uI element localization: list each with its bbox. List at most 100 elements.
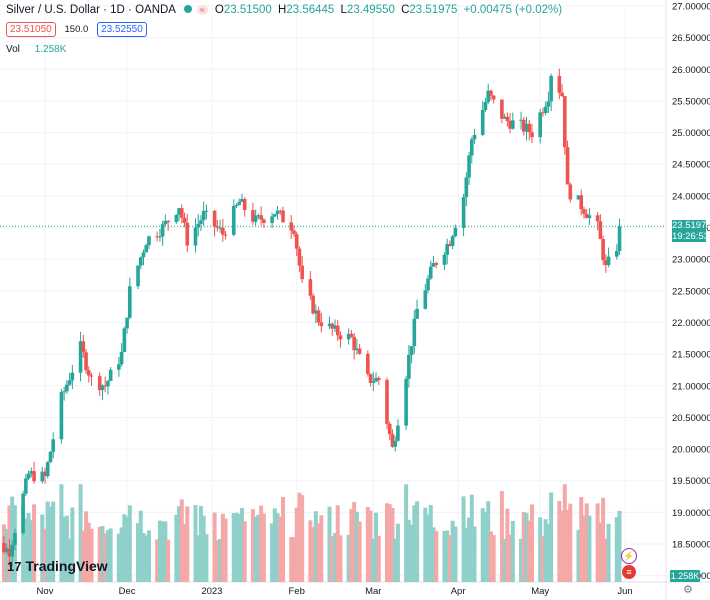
candle-body bbox=[595, 215, 600, 222]
volume-bar bbox=[442, 530, 447, 582]
candle-body bbox=[587, 215, 592, 219]
volume-bar bbox=[562, 484, 567, 582]
candle-body bbox=[407, 354, 411, 379]
volume-bar bbox=[21, 504, 26, 582]
tradingview-logo[interactable]: 17 TradingView bbox=[7, 558, 108, 574]
candle-body bbox=[106, 380, 110, 387]
us-flag-icon[interactable]: ≡ bbox=[621, 564, 637, 580]
volume-bar bbox=[606, 523, 611, 582]
volume-bar bbox=[160, 521, 165, 582]
candle-body bbox=[314, 310, 318, 314]
volume-bar bbox=[204, 534, 209, 582]
candle-body bbox=[448, 243, 452, 246]
symbol-title[interactable]: Silver / U.S. Dollar · 1D · OANDA bbox=[6, 4, 176, 16]
candle-body bbox=[346, 333, 351, 340]
volume-bar bbox=[136, 523, 141, 582]
candle-body bbox=[136, 265, 140, 287]
volume-bar bbox=[70, 507, 75, 582]
volume-bar bbox=[614, 517, 619, 582]
candle-body bbox=[431, 262, 436, 267]
flash-event-icon[interactable]: ⚡ bbox=[621, 548, 637, 564]
candle-body bbox=[144, 245, 149, 253]
volume-bar bbox=[365, 506, 370, 582]
settings-gear-icon[interactable]: ⚙ bbox=[683, 584, 693, 596]
candle-body bbox=[86, 370, 91, 376]
y-tick-label: 25.00000 bbox=[672, 128, 710, 139]
candle-body bbox=[24, 478, 28, 494]
y-tick-label: 22.00000 bbox=[672, 318, 710, 329]
sell-button[interactable]: 23.51050 bbox=[6, 22, 56, 37]
candle-body bbox=[428, 266, 433, 279]
candle-body bbox=[568, 184, 573, 200]
volume-bar bbox=[371, 538, 376, 582]
y-tick-label: 19.50000 bbox=[672, 476, 710, 487]
volume-bar bbox=[480, 508, 485, 582]
candle-body bbox=[221, 227, 225, 235]
candle-body bbox=[62, 391, 66, 393]
candle-body bbox=[201, 210, 206, 221]
candle-body bbox=[505, 116, 510, 122]
volume-bar bbox=[519, 538, 524, 582]
candle-body bbox=[335, 325, 340, 336]
volume-bar bbox=[275, 513, 280, 582]
candle-body bbox=[196, 223, 201, 228]
close-value: 23.51975 bbox=[409, 4, 458, 16]
volume-bar bbox=[108, 528, 113, 582]
buy-button[interactable]: 23.52550 bbox=[97, 22, 147, 37]
candle-body bbox=[530, 132, 534, 138]
candle-body bbox=[480, 109, 485, 135]
open-value: 23.51500 bbox=[223, 4, 272, 16]
volume-axis-label: 1.258K bbox=[670, 570, 700, 582]
volume-bar bbox=[393, 538, 398, 582]
compare-toggle-icon[interactable]: ≈ bbox=[196, 5, 208, 15]
volume-legend[interactable]: Vol 1.258K bbox=[6, 44, 66, 55]
candle-body bbox=[390, 434, 395, 447]
volume-bar bbox=[278, 516, 283, 582]
volume-bar bbox=[51, 501, 56, 582]
candle-body bbox=[368, 374, 373, 384]
candle-body bbox=[174, 214, 179, 223]
volume-bar bbox=[122, 514, 127, 582]
candle-body bbox=[273, 214, 277, 217]
volume-bar bbox=[250, 509, 255, 582]
volume-bar bbox=[308, 520, 313, 582]
candle-body bbox=[218, 227, 222, 229]
candle-body bbox=[330, 323, 335, 329]
x-tick-label: Dec bbox=[119, 586, 136, 597]
candle-body bbox=[97, 376, 102, 391]
volume-bar bbox=[174, 514, 179, 582]
high-key: H bbox=[278, 4, 287, 16]
volume-bar bbox=[166, 539, 171, 582]
candle-body bbox=[65, 384, 69, 392]
volume-bar bbox=[223, 518, 228, 582]
volume-bar bbox=[461, 496, 466, 582]
volume-bar bbox=[540, 536, 545, 582]
y-tick-label: 23.00000 bbox=[672, 255, 710, 266]
market-open-icon bbox=[183, 5, 192, 13]
volume-bar bbox=[404, 484, 409, 582]
volume-bar bbox=[103, 533, 108, 582]
candle-body bbox=[141, 252, 146, 258]
volume-bar bbox=[499, 491, 504, 582]
y-tick-label: 20.00000 bbox=[672, 445, 710, 456]
last-price-value: 23.51975 bbox=[672, 220, 710, 232]
volume-bar bbox=[576, 529, 581, 582]
candle-body bbox=[415, 308, 419, 319]
candle-body bbox=[262, 219, 266, 223]
candle-body bbox=[292, 230, 296, 235]
volume-bar bbox=[409, 524, 414, 582]
candle-body bbox=[125, 317, 129, 329]
y-tick-label: 25.50000 bbox=[672, 96, 710, 107]
candle-body bbox=[521, 119, 526, 132]
volume-bar bbox=[529, 504, 534, 582]
volume-bar bbox=[338, 535, 343, 582]
volume-bar bbox=[395, 523, 400, 582]
volume-bar bbox=[261, 513, 266, 582]
countdown-timer: 19:26:53 bbox=[672, 231, 709, 243]
volume-bar bbox=[141, 533, 146, 582]
volume-bar bbox=[327, 506, 332, 582]
volume-bar bbox=[598, 522, 603, 582]
candle-body bbox=[26, 473, 31, 479]
candle-body bbox=[316, 310, 321, 323]
